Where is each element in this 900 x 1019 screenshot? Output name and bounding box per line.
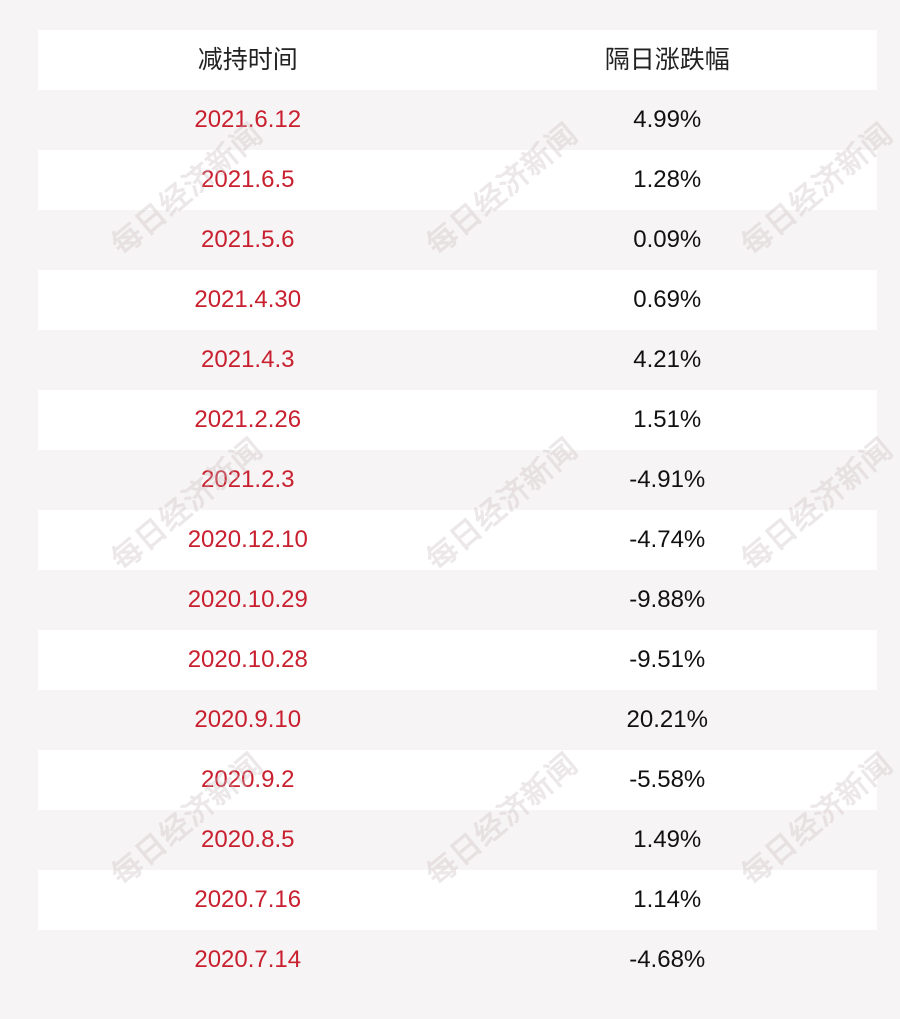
table-row: 2020.9.2 -5.58% [38,750,877,810]
table-row: 2020.9.10 20.21% [38,690,877,750]
change-cell: 4.99% [633,106,702,133]
change-cell: 20.21% [626,706,708,733]
change-cell: -9.88% [629,586,706,613]
table-row: 2021.5.6 0.09% [38,210,877,270]
table-row: 2021.6.5 1.28% [38,150,877,210]
data-table: 减持时间 隔日涨跌幅 2021.6.12 4.99% 2021.6.5 1.28% 20… [38,30,877,990]
change-cell: -9.51% [629,646,706,673]
header-change: 隔日涨跌幅 [604,46,730,74]
table-row: 2021.4.3 4.21% [38,330,877,390]
date-cell: 2020.10.28 [187,646,308,673]
date-cell: 2021.2.26 [194,406,302,433]
date-cell: 2021.4.30 [194,286,302,313]
change-cell: 4.21% [633,346,702,373]
table-row: 2020.7.16 1.14% [38,870,877,930]
table-row: 2021.4.30 0.69% [38,270,877,330]
change-cell: -4.91% [629,466,706,493]
date-cell: 2021.2.3 [201,466,295,493]
date-cell: 2020.8.5 [201,826,295,853]
date-cell: 2020.7.14 [194,946,302,973]
date-cell: 2021.4.3 [201,346,295,373]
change-cell: 1.28% [633,166,702,193]
table-row: 2020.10.29 -9.88% [38,570,877,630]
change-cell: 0.09% [633,226,702,253]
date-cell: 2020.9.2 [201,766,295,793]
change-cell: -4.68% [629,946,706,973]
date-cell: 2021.6.12 [194,106,302,133]
change-cell: -4.74% [629,526,706,553]
change-cell: 1.49% [633,826,702,853]
change-cell: -5.58% [629,766,706,793]
date-cell: 2020.9.10 [194,706,302,733]
change-cell: 1.51% [633,406,702,433]
table-row: 2021.2.3 -4.91% [38,450,877,510]
change-cell: 0.69% [633,286,702,313]
table-row: 2020.7.14 -4.68% [38,930,877,990]
header-date: 减持时间 [197,46,298,74]
table-row: 2020.8.5 1.49% [38,810,877,870]
table-body: 2021.6.12 4.99% 2021.6.5 1.28% 2021.5.6 0.09%… [38,90,877,990]
date-cell: 2021.6.5 [201,166,295,193]
table-row: 2020.10.28 -9.51% [38,630,877,690]
date-cell: 2020.7.16 [194,886,302,913]
date-cell: 2020.12.10 [187,526,308,553]
table-row: 2020.12.10 -4.74% [38,510,877,570]
table-row: 2021.6.12 4.99% [38,90,877,150]
date-cell: 2020.10.29 [187,586,308,613]
date-cell: 2021.5.6 [201,226,295,253]
table-header-row: 减持时间 隔日涨跌幅 [38,30,877,90]
change-cell: 1.14% [633,886,702,913]
table-row: 2021.2.26 1.51% [38,390,877,450]
